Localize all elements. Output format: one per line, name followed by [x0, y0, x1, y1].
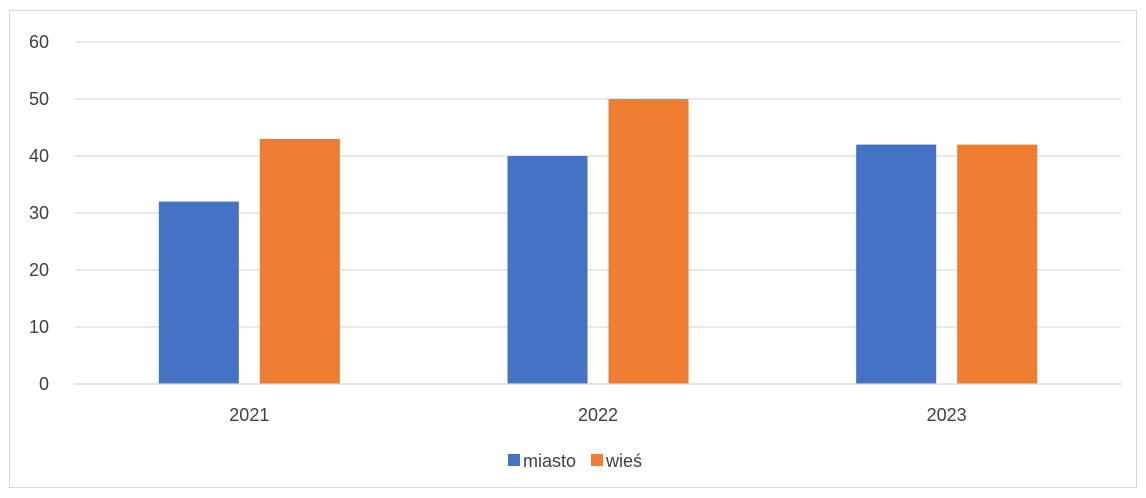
x-axis-tick-labels: 2021 2022 2023	[229, 405, 966, 425]
y-axis-tick-labels: 0 10 20 30 40 50 60	[29, 32, 49, 394]
bar-miasto-2021	[158, 201, 239, 384]
y-tick-label: 30	[29, 203, 49, 223]
bars	[75, 99, 1121, 385]
y-tick-label: 0	[39, 374, 49, 394]
bar-wieś-2023	[957, 144, 1038, 384]
legend-label: wieś	[605, 451, 642, 471]
x-tick-label: 2022	[578, 405, 618, 425]
bar-wieś-2021	[259, 138, 340, 384]
x-tick-label: 2023	[927, 405, 967, 425]
legend-swatch-wieś	[591, 454, 604, 466]
bar-miasto-2022	[507, 156, 588, 384]
legend-label: miasto	[523, 451, 576, 471]
legend: miasto wieś	[508, 451, 642, 471]
bar-miasto-2023	[856, 144, 937, 384]
legend-swatch-miasto	[508, 454, 520, 466]
x-tick-label: 2021	[229, 405, 269, 425]
y-tick-label: 40	[29, 146, 49, 166]
y-tick-label: 10	[29, 317, 49, 337]
y-tick-label: 50	[29, 89, 49, 109]
y-tick-label: 20	[29, 260, 49, 280]
bar-wieś-2022	[608, 99, 689, 384]
y-tick-label: 60	[29, 32, 49, 52]
